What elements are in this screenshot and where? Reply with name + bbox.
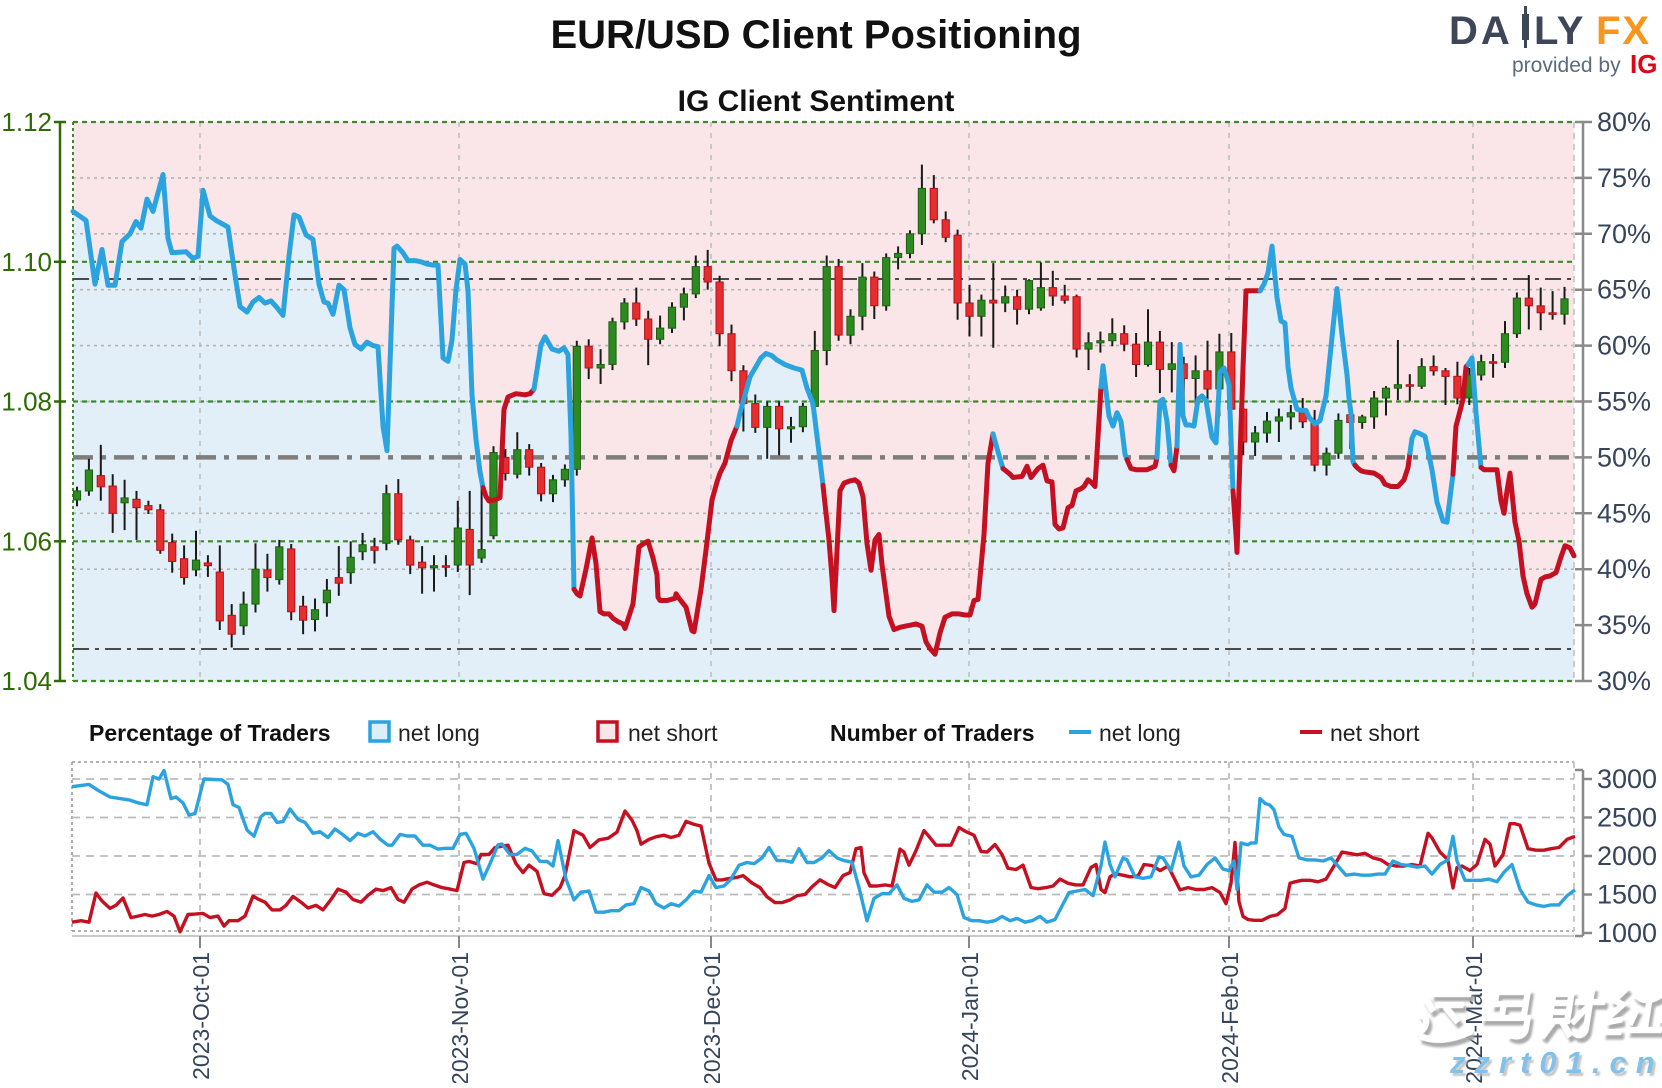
svg-text:EUR/USD Client Positioning: EUR/USD Client Positioning — [550, 13, 1081, 57]
svg-text:provided by: provided by — [1512, 54, 1621, 77]
svg-text:Number of Traders: Number of Traders — [830, 720, 1035, 746]
svg-text:FX: FX — [1596, 9, 1651, 53]
svg-text:75%: 75% — [1597, 163, 1651, 193]
svg-text:2500: 2500 — [1597, 803, 1657, 833]
svg-text:30%: 30% — [1597, 666, 1651, 696]
svg-text:2023-Dec-01: 2023-Dec-01 — [699, 952, 725, 1083]
svg-text:1500: 1500 — [1597, 880, 1657, 910]
svg-text:2023-Nov-01: 2023-Nov-01 — [447, 952, 473, 1083]
svg-text:1.10: 1.10 — [1, 247, 52, 277]
svg-text:1.12: 1.12 — [1, 107, 52, 137]
svg-text:2023-Oct-01: 2023-Oct-01 — [188, 952, 214, 1080]
svg-text:60%: 60% — [1597, 331, 1651, 361]
svg-text:50%: 50% — [1597, 442, 1651, 472]
svg-text:2024-Feb-01: 2024-Feb-01 — [1217, 952, 1243, 1083]
svg-text:2024-Jan-01: 2024-Jan-01 — [957, 952, 983, 1081]
svg-text:45%: 45% — [1597, 498, 1651, 528]
svg-text:net long: net long — [398, 720, 480, 746]
svg-text:2000: 2000 — [1597, 841, 1657, 871]
svg-text:IG: IG — [1630, 49, 1657, 79]
svg-text:1.04: 1.04 — [1, 666, 52, 696]
svg-text:1.08: 1.08 — [1, 387, 52, 417]
svg-text:80%: 80% — [1597, 107, 1651, 137]
svg-text:3000: 3000 — [1597, 764, 1657, 794]
svg-text:55%: 55% — [1597, 387, 1651, 417]
svg-text:net long: net long — [1099, 720, 1181, 746]
svg-text:35%: 35% — [1597, 610, 1651, 640]
svg-text:LY: LY — [1534, 9, 1585, 53]
svg-text:1000: 1000 — [1597, 918, 1657, 948]
svg-text:Percentage of Traders: Percentage of Traders — [89, 720, 331, 746]
svg-text:40%: 40% — [1597, 554, 1651, 584]
svg-text:DA: DA — [1449, 9, 1513, 53]
svg-text:IG Client Sentiment: IG Client Sentiment — [678, 85, 955, 118]
svg-text:70%: 70% — [1597, 219, 1651, 249]
svg-text:net short: net short — [628, 720, 718, 746]
svg-text:net short: net short — [1330, 720, 1420, 746]
svg-text:65%: 65% — [1597, 275, 1651, 305]
svg-text:zzrt01.cn: zzrt01.cn — [1449, 1045, 1662, 1080]
svg-text:1.06: 1.06 — [1, 526, 52, 556]
